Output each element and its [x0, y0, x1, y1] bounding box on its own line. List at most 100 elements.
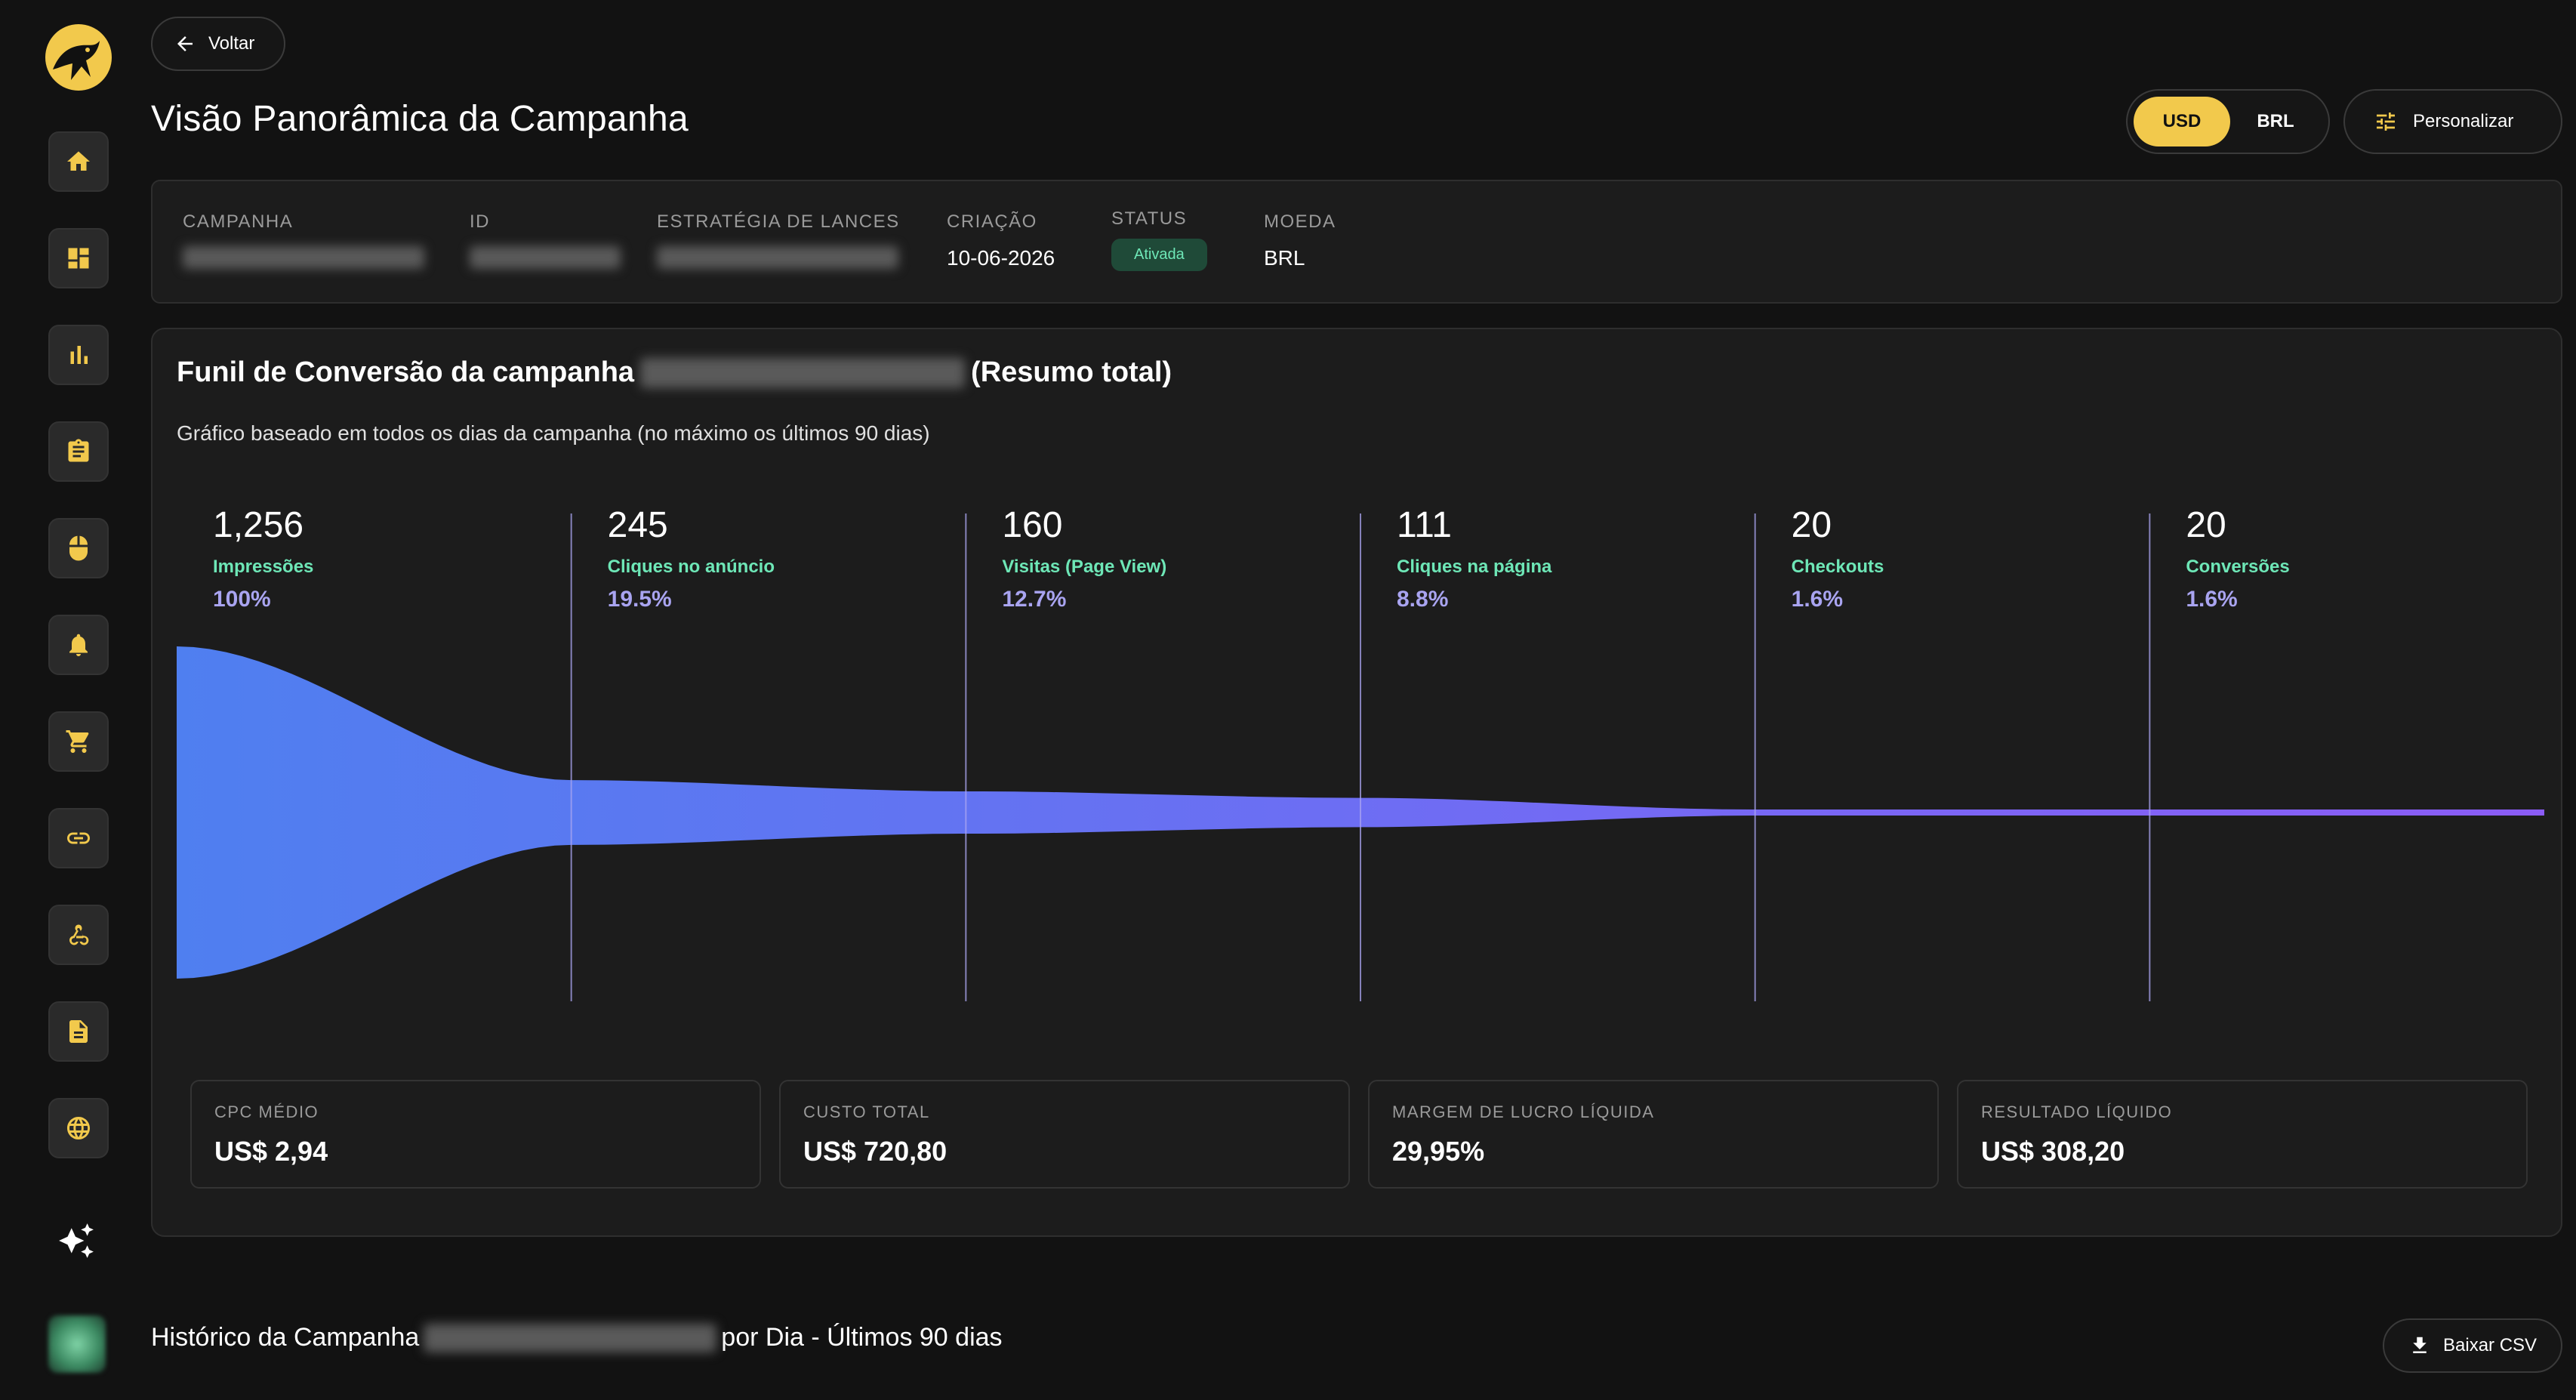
funnel-stage: 20 Conversões 1.6%	[2186, 504, 2289, 612]
history-campaign-name-redacted	[424, 1323, 717, 1352]
metric-card-net-result: RESULTADO LÍQUIDO US$ 308,20	[1957, 1080, 2528, 1189]
metric-label: MARGEM DE LUCRO LÍQUIDA	[1392, 1102, 1655, 1121]
funnel-stage-percent: 8.8%	[1397, 587, 1449, 612]
funnel-stage-value: 160	[1002, 505, 1063, 545]
funnel-stage-value: 20	[2186, 505, 2226, 545]
metric-label: CPC MÉDIO	[214, 1102, 319, 1121]
funnel-stage-value: 20	[1791, 505, 1832, 545]
campaign-field: CAMPANHA	[183, 211, 424, 274]
sparkle-icon	[59, 1223, 94, 1258]
bell-icon	[69, 634, 88, 656]
cart-icon	[66, 730, 89, 753]
funnel-stage-value: 245	[607, 505, 668, 545]
created-value: 10-06-2026	[947, 246, 1055, 270]
nav-home[interactable]	[48, 131, 109, 192]
nav-reports[interactable]	[48, 325, 109, 385]
funnel-stage-percent: 1.6%	[2186, 587, 2238, 612]
funnel-chart	[177, 513, 2544, 1001]
currency-toggle: USD BRL	[2126, 89, 2330, 154]
avatar[interactable]	[48, 1315, 106, 1373]
nav-clicks[interactable]	[48, 518, 109, 578]
currency-value: BRL	[1264, 246, 1305, 270]
funnel-stage-label: Visitas (Page View)	[1002, 557, 1167, 577]
webhook-icon	[69, 924, 89, 945]
dashboard-icon	[68, 248, 89, 269]
funnel-title: Funil de Conversão da campanha (Resumo t…	[177, 356, 1172, 389]
funnel-title-suffix: (Resumo total)	[971, 356, 1172, 388]
currency-brl-option[interactable]: BRL	[2257, 111, 2294, 131]
history-title-suffix: por Dia - Últimos 90 dias	[721, 1323, 1003, 1352]
funnel-stage-percent: 12.7%	[1002, 587, 1067, 612]
funnel-stage-percent: 100%	[213, 587, 271, 612]
back-button-label: Voltar	[208, 33, 255, 54]
metric-label: RESULTADO LÍQUIDO	[1981, 1102, 2173, 1121]
home-icon	[67, 151, 90, 171]
funnel-subtitle: Gráfico baseado em todos os dias da camp…	[177, 421, 930, 445]
arrow-left-icon	[177, 36, 193, 51]
bid-strategy-field: ESTRATÉGIA DE LANCES	[657, 211, 900, 274]
metric-value: US$ 2,94	[214, 1136, 328, 1167]
nav-notifications[interactable]	[48, 615, 109, 675]
funnel-title-prefix: Funil de Conversão da campanha	[177, 356, 635, 388]
sidebar	[0, 0, 133, 1400]
funnel-stage: 245 Cliques no anúncio 19.5%	[608, 504, 775, 612]
funnel-campaign-name-redacted	[640, 357, 966, 388]
link-icon	[67, 832, 90, 844]
history-title-prefix: Histórico da Campanha	[151, 1323, 420, 1352]
metric-card-profit-margin: MARGEM DE LUCRO LÍQUIDA 29,95%	[1368, 1080, 1939, 1189]
globe-icon	[67, 1117, 90, 1139]
campaign-name-redacted	[183, 246, 424, 269]
id-label: ID	[470, 211, 490, 232]
conversion-funnel-panel: Funil de Conversão da campanha (Resumo t…	[151, 328, 2562, 1237]
currency-label: MOEDA	[1264, 211, 1336, 232]
clipboard-icon	[68, 439, 89, 462]
document-icon	[69, 1020, 88, 1043]
funnel-stage-percent: 19.5%	[607, 587, 672, 612]
metric-value: US$ 308,20	[1981, 1136, 2125, 1167]
nav-links[interactable]	[48, 808, 109, 868]
customize-button[interactable]: Personalizar	[2343, 89, 2562, 154]
logo-icon	[53, 41, 100, 80]
nav-documents[interactable]	[48, 1001, 109, 1062]
bar-chart-icon	[70, 346, 88, 364]
brand-logo[interactable]	[45, 24, 112, 91]
metric-card-cpc: CPC MÉDIO US$ 2,94	[190, 1080, 761, 1189]
funnel-stage: 20 Checkouts 1.6%	[1792, 504, 1884, 612]
created-label: CRIAÇÃO	[947, 211, 1037, 232]
created-field: CRIAÇÃO 10-06-2026	[947, 211, 1055, 270]
download-csv-label: Baixar CSV	[2443, 1335, 2537, 1355]
nav-dashboard[interactable]	[48, 228, 109, 288]
campaign-info-panel: CAMPANHA ID ESTRATÉGIA DE LANCES CRIAÇÃO…	[151, 180, 2562, 304]
ai-assistant-button[interactable]	[57, 1222, 95, 1260]
currency-usd-option[interactable]: USD	[2134, 97, 2230, 146]
status-field: STATUS Ativada	[1111, 208, 1207, 271]
funnel-stage: 160 Visitas (Page View) 12.7%	[1002, 504, 1166, 612]
funnel-stage-percent: 1.6%	[1791, 587, 1844, 612]
nav-clipboard[interactable]	[48, 421, 109, 482]
campaign-id-redacted	[470, 246, 621, 269]
funnel-stage-label: Cliques no anúncio	[607, 557, 775, 577]
currency-field: MOEDA BRL	[1264, 211, 1336, 270]
bid-strategy-label: ESTRATÉGIA DE LANCES	[657, 211, 900, 232]
nav-globe[interactable]	[48, 1098, 109, 1158]
metric-card-total-cost: CUSTO TOTAL US$ 720,80	[779, 1080, 1350, 1189]
back-button[interactable]: Voltar	[151, 17, 285, 71]
nav-webhooks[interactable]	[48, 905, 109, 965]
funnel-stage-label: Conversões	[2186, 557, 2290, 577]
funnel-stage-label: Impressões	[213, 557, 314, 577]
metric-label: CUSTO TOTAL	[803, 1102, 930, 1121]
nav-cart[interactable]	[48, 711, 109, 772]
campaign-label: CAMPANHA	[183, 211, 294, 232]
funnel-stage-label: Checkouts	[1791, 557, 1884, 577]
funnel-stage-value: 111	[1397, 505, 1452, 545]
metric-value: 29,95%	[1392, 1136, 1485, 1167]
sliders-icon	[2377, 113, 2395, 131]
bid-strategy-redacted	[657, 246, 898, 269]
status-label: STATUS	[1111, 208, 1188, 229]
metric-value: US$ 720,80	[803, 1136, 948, 1167]
download-csv-button[interactable]: Baixar CSV	[2383, 1318, 2562, 1373]
status-badge: Ativada	[1111, 239, 1207, 271]
history-title: Histórico da Campanha por Dia - Últimos …	[151, 1323, 1003, 1352]
download-icon	[2413, 1337, 2427, 1353]
id-field: ID	[470, 211, 621, 274]
